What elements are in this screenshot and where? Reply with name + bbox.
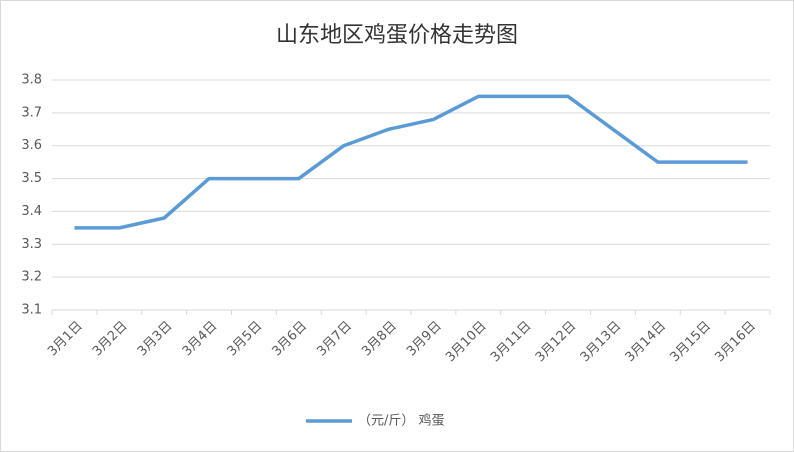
data-line — [74, 94, 748, 230]
y-tick-label: 3.8 — [21, 73, 42, 88]
y-tick-label: 3.4 — [21, 204, 42, 219]
chart-title: 山东地区鸡蛋价格走势图 — [276, 23, 518, 48]
y-tick-label: 3.1 — [21, 303, 42, 318]
y-tick-label: 3.3 — [21, 237, 42, 252]
y-tick-label: 3.6 — [21, 138, 42, 153]
y-tick-label: 3.2 — [21, 270, 42, 285]
legend-label: （元/斤） 鸡蛋 — [358, 413, 445, 429]
y-tick-label: 3.5 — [21, 171, 42, 186]
y-tick-label: 3.7 — [21, 105, 42, 120]
